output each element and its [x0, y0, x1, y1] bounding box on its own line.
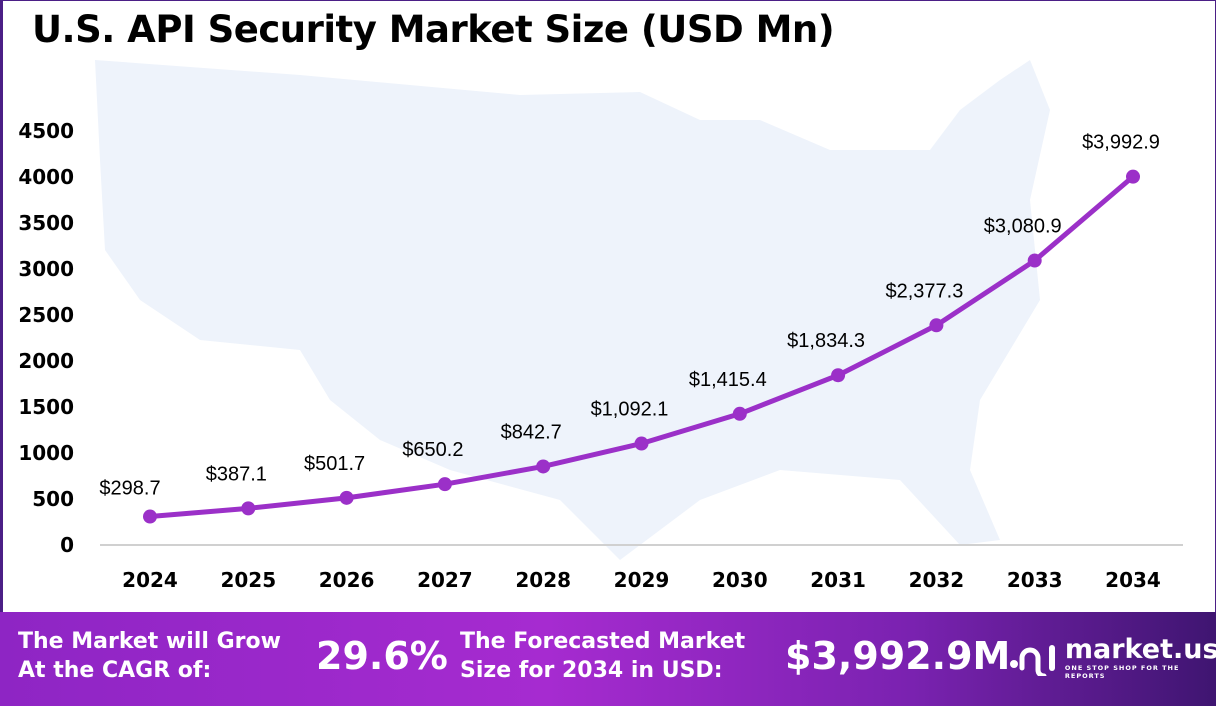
us-map-background [95, 60, 1050, 560]
y-tick-label: 3500 [18, 211, 74, 235]
data-point [929, 318, 944, 333]
x-tick-label: 2032 [909, 568, 965, 592]
data-label: $501.7 [304, 453, 365, 475]
data-point [536, 459, 551, 474]
y-tick-label: 0 [60, 533, 74, 557]
chart-title: U.S. API Security Market Size (USD Mn) [32, 8, 835, 51]
data-label: $298.7 [99, 478, 160, 500]
data-point [437, 477, 452, 492]
data-label: $2,377.3 [885, 280, 963, 302]
data-point [831, 368, 846, 383]
data-point [732, 406, 747, 421]
data-label: $3,992.9 [1082, 132, 1160, 154]
y-tick-label: 4000 [18, 165, 74, 189]
x-tick-label: 2026 [319, 568, 375, 592]
x-tick-label: 2030 [712, 568, 768, 592]
y-tick-label: 500 [32, 487, 74, 511]
cagr-label: The Market will Grow At the CAGR of: [18, 627, 281, 685]
y-tick-label: 4500 [18, 119, 74, 143]
x-tick-label: 2027 [417, 568, 473, 592]
data-point [1126, 169, 1140, 184]
brand-tagline: ONE STOP SHOP FOR THE REPORTS [1064, 664, 1180, 680]
x-tick-label: 2025 [220, 568, 276, 592]
x-tick-label: 2033 [1007, 568, 1063, 592]
x-tick-label: 2029 [614, 568, 670, 592]
data-label: $387.1 [206, 463, 267, 485]
data-point [241, 501, 256, 516]
data-point [1027, 253, 1042, 268]
y-tick-label: 2000 [18, 349, 74, 373]
y-tick-label: 1000 [18, 441, 74, 465]
market-us-logo: market.us ONE STOP SHOP FOR THE REPORTS [1008, 636, 1216, 680]
cagr-label-line: At the CAGR of: [18, 658, 212, 683]
cagr-label-line: The Market will Grow [18, 629, 281, 654]
y-tick-label: 3000 [18, 257, 74, 281]
data-point [339, 490, 354, 505]
cagr-value: 29.6% [316, 634, 448, 678]
x-tick-label: 2031 [810, 568, 866, 592]
brand-name: market.us [1064, 634, 1216, 665]
forecast-label-line: Size for 2034 in USD: [460, 658, 723, 683]
data-label: $1,834.3 [787, 330, 865, 352]
data-point [634, 436, 649, 451]
x-tick-label: 2028 [515, 568, 571, 592]
data-label: $650.2 [402, 439, 463, 461]
forecast-label: The Forecasted Market Size for 2034 in US… [460, 627, 745, 685]
data-label: $1,092.1 [591, 399, 669, 421]
data-label: $3,080.9 [984, 216, 1062, 238]
data-label: $1,415.4 [689, 369, 767, 391]
y-tick-label: 1500 [18, 395, 74, 419]
footer-banner: The Market will Grow At the CAGR of: 29.6… [0, 612, 1216, 706]
forecast-value: $3,992.9M [785, 634, 1011, 678]
data-point [143, 509, 157, 524]
x-tick-label: 2024 [122, 568, 178, 592]
market-us-logo-icon [1010, 645, 1055, 676]
line-chart: 0 500 1000 1500 2000 2500 3000 3500 4000 4500 2024… [18, 60, 1183, 592]
x-tick-label: 2034 [1105, 568, 1161, 592]
forecast-label-line: The Forecasted Market [460, 629, 746, 654]
y-tick-label: 2500 [18, 303, 74, 327]
data-label: $842.7 [501, 421, 562, 443]
